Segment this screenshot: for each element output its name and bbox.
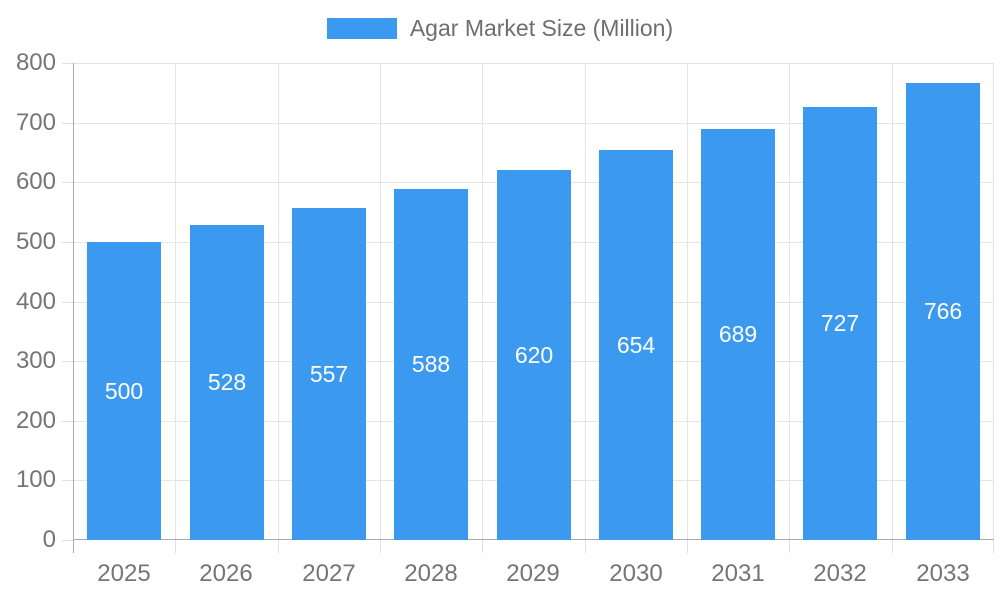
- x-axis-tick: [175, 540, 176, 553]
- bar[interactable]: 588: [394, 189, 468, 540]
- y-axis-tick: [62, 63, 73, 64]
- bar-value-label: 654: [616, 331, 656, 358]
- legend-item[interactable]: Agar Market Size (Million): [0, 14, 1000, 42]
- y-axis-tick: [62, 540, 73, 541]
- gridline-vertical: [892, 63, 893, 540]
- y-axis-tick: [62, 123, 73, 124]
- gridline-vertical: [687, 63, 688, 540]
- y-axis-label: 300: [15, 347, 56, 374]
- bar-value-label: 689: [718, 321, 758, 347]
- legend-label: Agar Market Size (Million): [409, 15, 674, 41]
- gridline-vertical: [175, 63, 176, 540]
- y-axis-label: 100: [15, 466, 56, 493]
- gridline-vertical: [789, 63, 790, 540]
- bar[interactable]: 727: [803, 107, 877, 540]
- bar[interactable]: 620: [497, 170, 571, 540]
- bar[interactable]: 500: [87, 242, 161, 540]
- bar[interactable]: 528: [190, 225, 264, 540]
- y-axis-label: 500: [15, 228, 56, 255]
- bar[interactable]: 557: [292, 208, 366, 540]
- bar-value-label: 500: [104, 377, 144, 404]
- y-axis-label: 700: [15, 109, 56, 136]
- y-axis-label: 0: [42, 526, 56, 553]
- bar-value-label: 588: [411, 351, 451, 377]
- y-axis-label: 600: [15, 168, 56, 195]
- x-axis-label: 2027: [302, 560, 356, 587]
- gridline-vertical: [993, 63, 994, 540]
- x-axis-label: 2032: [813, 560, 867, 587]
- x-axis-tick: [687, 540, 688, 553]
- y-axis-label: 400: [15, 288, 56, 315]
- x-axis-label: 2033: [916, 560, 970, 587]
- y-axis-label: 200: [15, 407, 56, 434]
- y-axis-tick: [62, 480, 73, 481]
- x-axis-tick: [585, 540, 586, 553]
- gridline-vertical: [585, 63, 586, 540]
- bar[interactable]: 766: [906, 83, 980, 540]
- x-axis-tick: [482, 540, 483, 553]
- y-axis-tick: [62, 242, 73, 243]
- gridline-vertical: [380, 63, 381, 540]
- gridline-vertical: [278, 63, 279, 540]
- x-axis-tick: [380, 540, 381, 553]
- gridline-vertical: [482, 63, 483, 540]
- y-axis-tick: [62, 182, 73, 183]
- plot-area: 0 100 200 300 400 500 600 700 800 500 2025 528 2026 5…: [16, 49, 994, 587]
- legend-swatch: [326, 17, 397, 39]
- y-axis-line: [73, 63, 74, 553]
- x-axis-label: 2025: [97, 560, 151, 587]
- y-axis-tick: [62, 421, 73, 422]
- bar-value-label: 766: [923, 298, 963, 324]
- x-axis-tick: [789, 540, 790, 553]
- bar[interactable]: 689: [701, 129, 775, 540]
- bar-value-label: 727: [820, 310, 860, 336]
- x-axis-tick: [892, 540, 893, 553]
- x-axis-label: 2026: [199, 560, 253, 587]
- bar-value-label: 557: [309, 360, 349, 387]
- x-axis-tick: [278, 540, 279, 553]
- y-axis-tick: [62, 302, 73, 303]
- y-axis-label: 800: [15, 49, 56, 76]
- x-axis-label: 2031: [711, 560, 765, 587]
- gridline-horizontal: [73, 63, 994, 64]
- x-axis-tick: [993, 540, 994, 553]
- bar-value-label: 528: [207, 369, 247, 395]
- bar-value-label: 620: [514, 341, 554, 368]
- y-axis-tick: [62, 361, 73, 362]
- bar[interactable]: 654: [599, 150, 673, 540]
- x-axis-label: 2028: [404, 560, 458, 587]
- x-axis-label: 2030: [609, 560, 663, 587]
- x-axis-label: 2029: [506, 560, 560, 587]
